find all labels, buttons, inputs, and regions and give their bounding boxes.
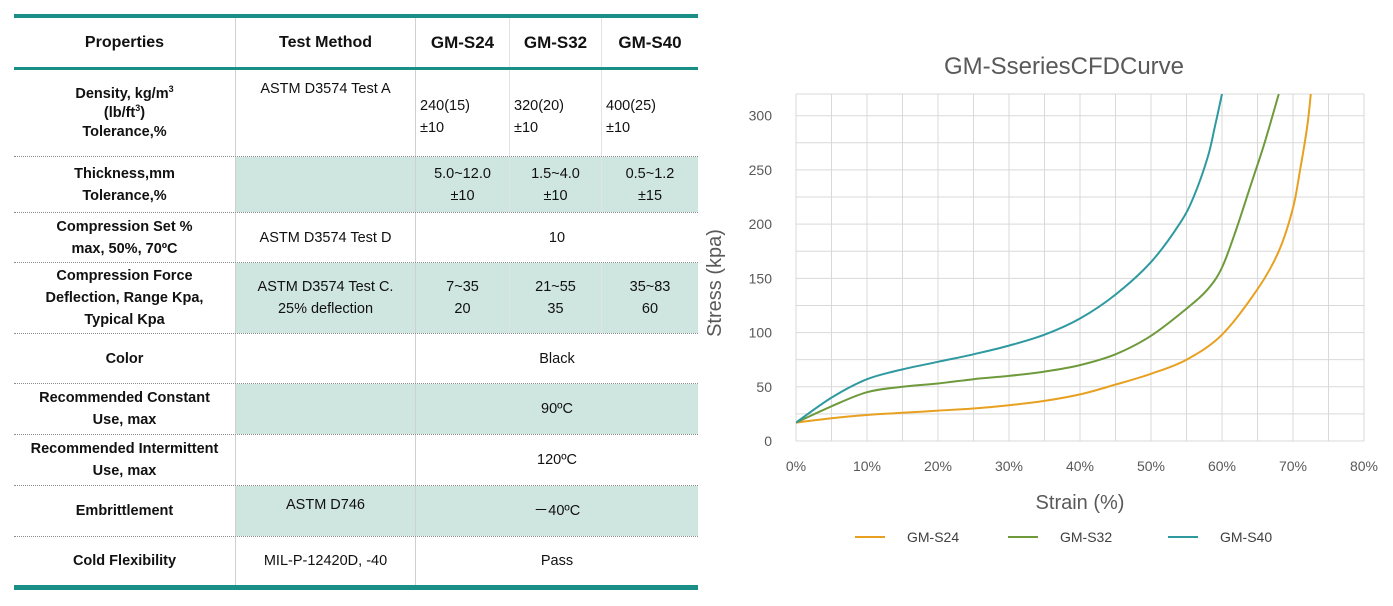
series xyxy=(796,94,1312,424)
y-tick-label: 250 xyxy=(749,162,773,178)
x-tick-label: 0% xyxy=(786,458,806,474)
table-row: Density, kg/m3 (lb/ft3) Tolerance,% ASTM… xyxy=(14,70,698,157)
table-row: Compression Set % max, 50%, 70ºC ASTM D35… xyxy=(14,213,698,263)
value-s24-density: 240(15) ±10 xyxy=(416,70,510,156)
legend-label-gm-s40: GM-S40 xyxy=(1220,529,1272,545)
table-row: Color Black xyxy=(14,334,698,384)
value-cold-flexibility: Pass xyxy=(540,553,574,569)
method-compression-set: ASTM D3574 Test D xyxy=(236,213,416,262)
value-s24-cfd: 7~35 20 xyxy=(416,263,510,333)
value-s32-cfd: 21~55 35 xyxy=(510,263,602,333)
y-tick-label: 50 xyxy=(756,379,772,395)
method-intermittent-use xyxy=(236,435,416,485)
method-color xyxy=(236,334,416,383)
y-tick-label: 300 xyxy=(749,108,773,124)
x-tick-label: 50% xyxy=(1137,458,1165,474)
property-cfd: Compression Force Deflection, Range Kpa, T… xyxy=(14,263,236,333)
table-row: Compression Force Deflection, Range Kpa, T… xyxy=(14,263,698,334)
header-test-method: Test Method xyxy=(236,18,416,67)
value-color: Black xyxy=(539,350,575,367)
x-tick-label: 70% xyxy=(1279,458,1307,474)
property-intermittent-use: Recommended Intermittent Use, max xyxy=(14,435,236,485)
y-axis-ticks: 0 50 100 150 200 250 300 xyxy=(749,108,773,449)
method-constant-use xyxy=(236,384,416,434)
header-gm-s32: GM-S32 xyxy=(510,18,602,67)
x-axis-title: Strain (%) xyxy=(1036,492,1125,514)
x-tick-label: 20% xyxy=(924,458,952,474)
property-embrittlement: Embrittlement xyxy=(14,486,236,536)
method-cfd: ASTM D3574 Test C. 25% deflection xyxy=(236,263,416,333)
property-density: Density, kg/m3 (lb/ft3) Tolerance,% xyxy=(14,70,236,156)
value-embrittlement: －40ºC xyxy=(416,486,698,536)
method-embrittlement: ASTM D746 xyxy=(236,486,416,536)
header-gm-s40: GM-S40 xyxy=(618,32,682,52)
property-cold-flexibility: Cold Flexibility xyxy=(14,537,236,585)
value-s32-density: 320(20) ±10 xyxy=(510,70,602,156)
x-axis-ticks: 0% 10% 20% 30% 40% 50% 60% 70% 80% xyxy=(786,458,1378,474)
x-tick-label: 30% xyxy=(995,458,1023,474)
property-thickness: Thickness,mm Tolerance,% xyxy=(14,157,236,212)
y-tick-label: 200 xyxy=(749,216,773,232)
series-line-gm-s32 xyxy=(796,94,1280,424)
legend-label-gm-s32: GM-S32 xyxy=(1060,529,1112,545)
legend: GM-S24 GM-S32 GM-S40 xyxy=(855,529,1272,545)
method-density: ASTM D3574 Test A xyxy=(236,70,416,156)
y-axis-title: Stress (kpa) xyxy=(704,229,726,337)
x-tick-label: 80% xyxy=(1350,458,1378,474)
table-bottom-rule xyxy=(14,585,698,590)
cfd-chart: GM-SseriesCFDCurve 0 50 100 150 200 250 300 0%… xyxy=(700,40,1393,560)
y-tick-label: 150 xyxy=(749,270,773,286)
header-properties: Properties xyxy=(14,18,236,67)
table-header-row: Properties Test Method GM-S24 GM-S32 GM-… xyxy=(14,18,698,67)
y-tick-label: 0 xyxy=(764,433,772,449)
table-row: Thickness,mm Tolerance,% 5.0~12.0 ±10 1.5~… xyxy=(14,157,698,213)
value-s40-cfd: 35~83 60 xyxy=(602,263,698,333)
table-row: Embrittlement ASTM D746 －40ºC xyxy=(14,486,698,537)
legend-label-gm-s24: GM-S24 xyxy=(907,529,959,545)
table-row: Recommended Intermittent Use, max 120ºC xyxy=(14,435,698,486)
header-gm-s24: GM-S24 xyxy=(416,18,510,67)
table-row: Recommended Constant Use, max 90ºC xyxy=(14,384,698,435)
table-header-rule xyxy=(14,67,698,70)
series-line-gm-s40 xyxy=(796,94,1223,424)
table-top-rule xyxy=(14,14,698,18)
x-tick-label: 60% xyxy=(1208,458,1236,474)
method-cold-flexibility: MIL-P-12420D, -40 xyxy=(236,537,416,585)
x-tick-label: 40% xyxy=(1066,458,1094,474)
method-thickness xyxy=(236,157,416,212)
table-row: Cold Flexibility MIL-P-12420D, -40 Pass xyxy=(14,537,698,585)
value-s32-thickness: 1.5~4.0 ±10 xyxy=(510,157,602,212)
series-line-gm-s24 xyxy=(796,94,1312,424)
grid xyxy=(795,93,1365,442)
property-constant-use: Recommended Constant Use, max xyxy=(14,384,236,434)
property-compression-set: Compression Set % max, 50%, 70ºC xyxy=(14,213,236,262)
value-s40-density: 400(25) ±10 xyxy=(606,98,656,136)
x-tick-label: 10% xyxy=(853,458,881,474)
y-tick-label: 100 xyxy=(749,325,773,341)
value-compression-set: 10 xyxy=(548,229,566,246)
property-color: Color xyxy=(14,334,236,383)
value-s24-thickness: 5.0~12.0 ±10 xyxy=(416,157,510,212)
chart-title: GM-SseriesCFDCurve xyxy=(944,53,1184,80)
properties-table: Properties Test Method GM-S24 GM-S32 GM-… xyxy=(14,14,698,590)
value-constant-use: 90ºC xyxy=(416,384,698,434)
value-intermittent-use: 120ºC xyxy=(537,452,577,468)
value-s40-thickness: 0.5~1.2 ±15 xyxy=(602,157,698,212)
